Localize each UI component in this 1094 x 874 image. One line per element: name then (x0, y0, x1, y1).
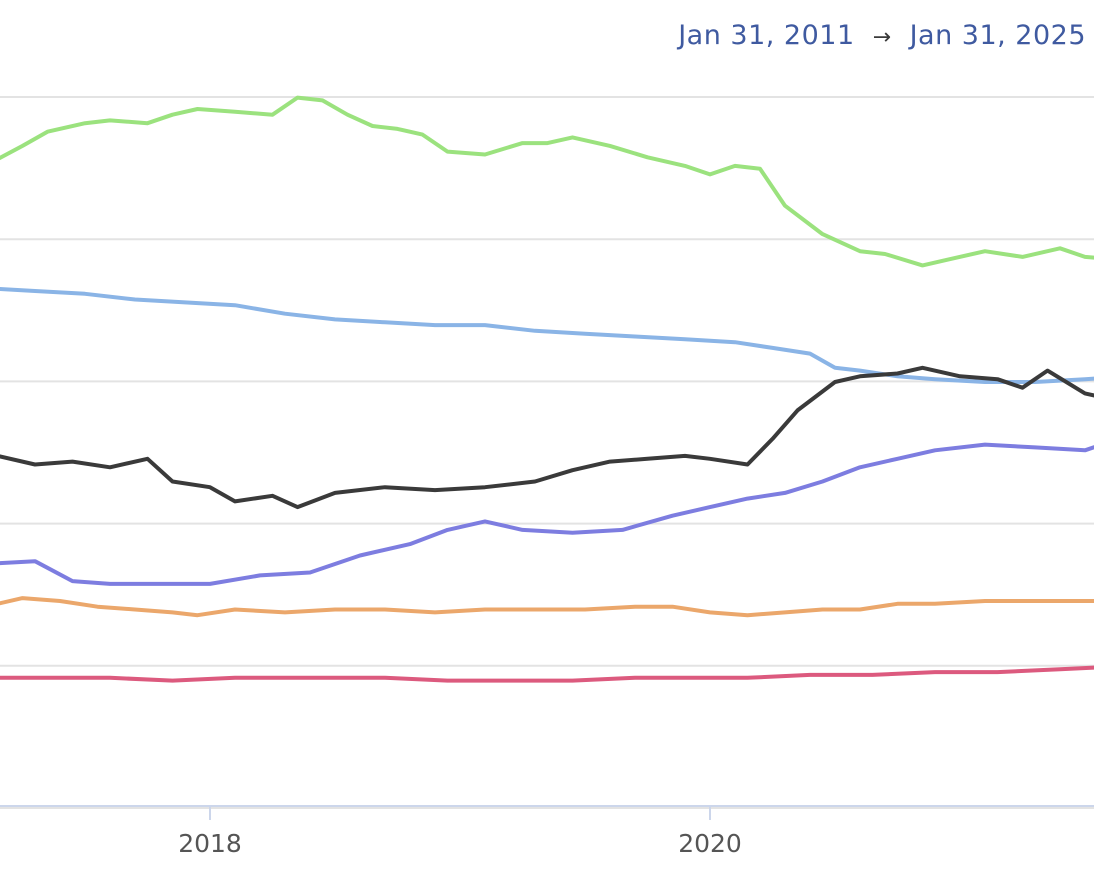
series-line-2[interactable] (0, 268, 1094, 384)
series-lines (0, 95, 1094, 683)
date-range-arrow: → (872, 25, 892, 50)
x-tick-label: 2020 (678, 829, 742, 858)
date-range-start[interactable]: Jan 31, 2011 (678, 20, 855, 51)
x-axis: 2018202020222024 (0, 805, 1094, 858)
x-tick-label: 2018 (178, 829, 242, 858)
date-range: Jan 31, 2011 → Jan 31, 2025 (678, 20, 1086, 51)
series-line-4[interactable] (0, 359, 1094, 586)
gridlines (0, 96, 1094, 809)
series-line-5[interactable] (0, 584, 1094, 618)
series-line-3[interactable] (0, 365, 1094, 510)
series-line-1[interactable] (0, 95, 1094, 354)
series-line-6[interactable] (0, 652, 1094, 683)
date-range-end[interactable]: Jan 31, 2025 (909, 20, 1086, 51)
